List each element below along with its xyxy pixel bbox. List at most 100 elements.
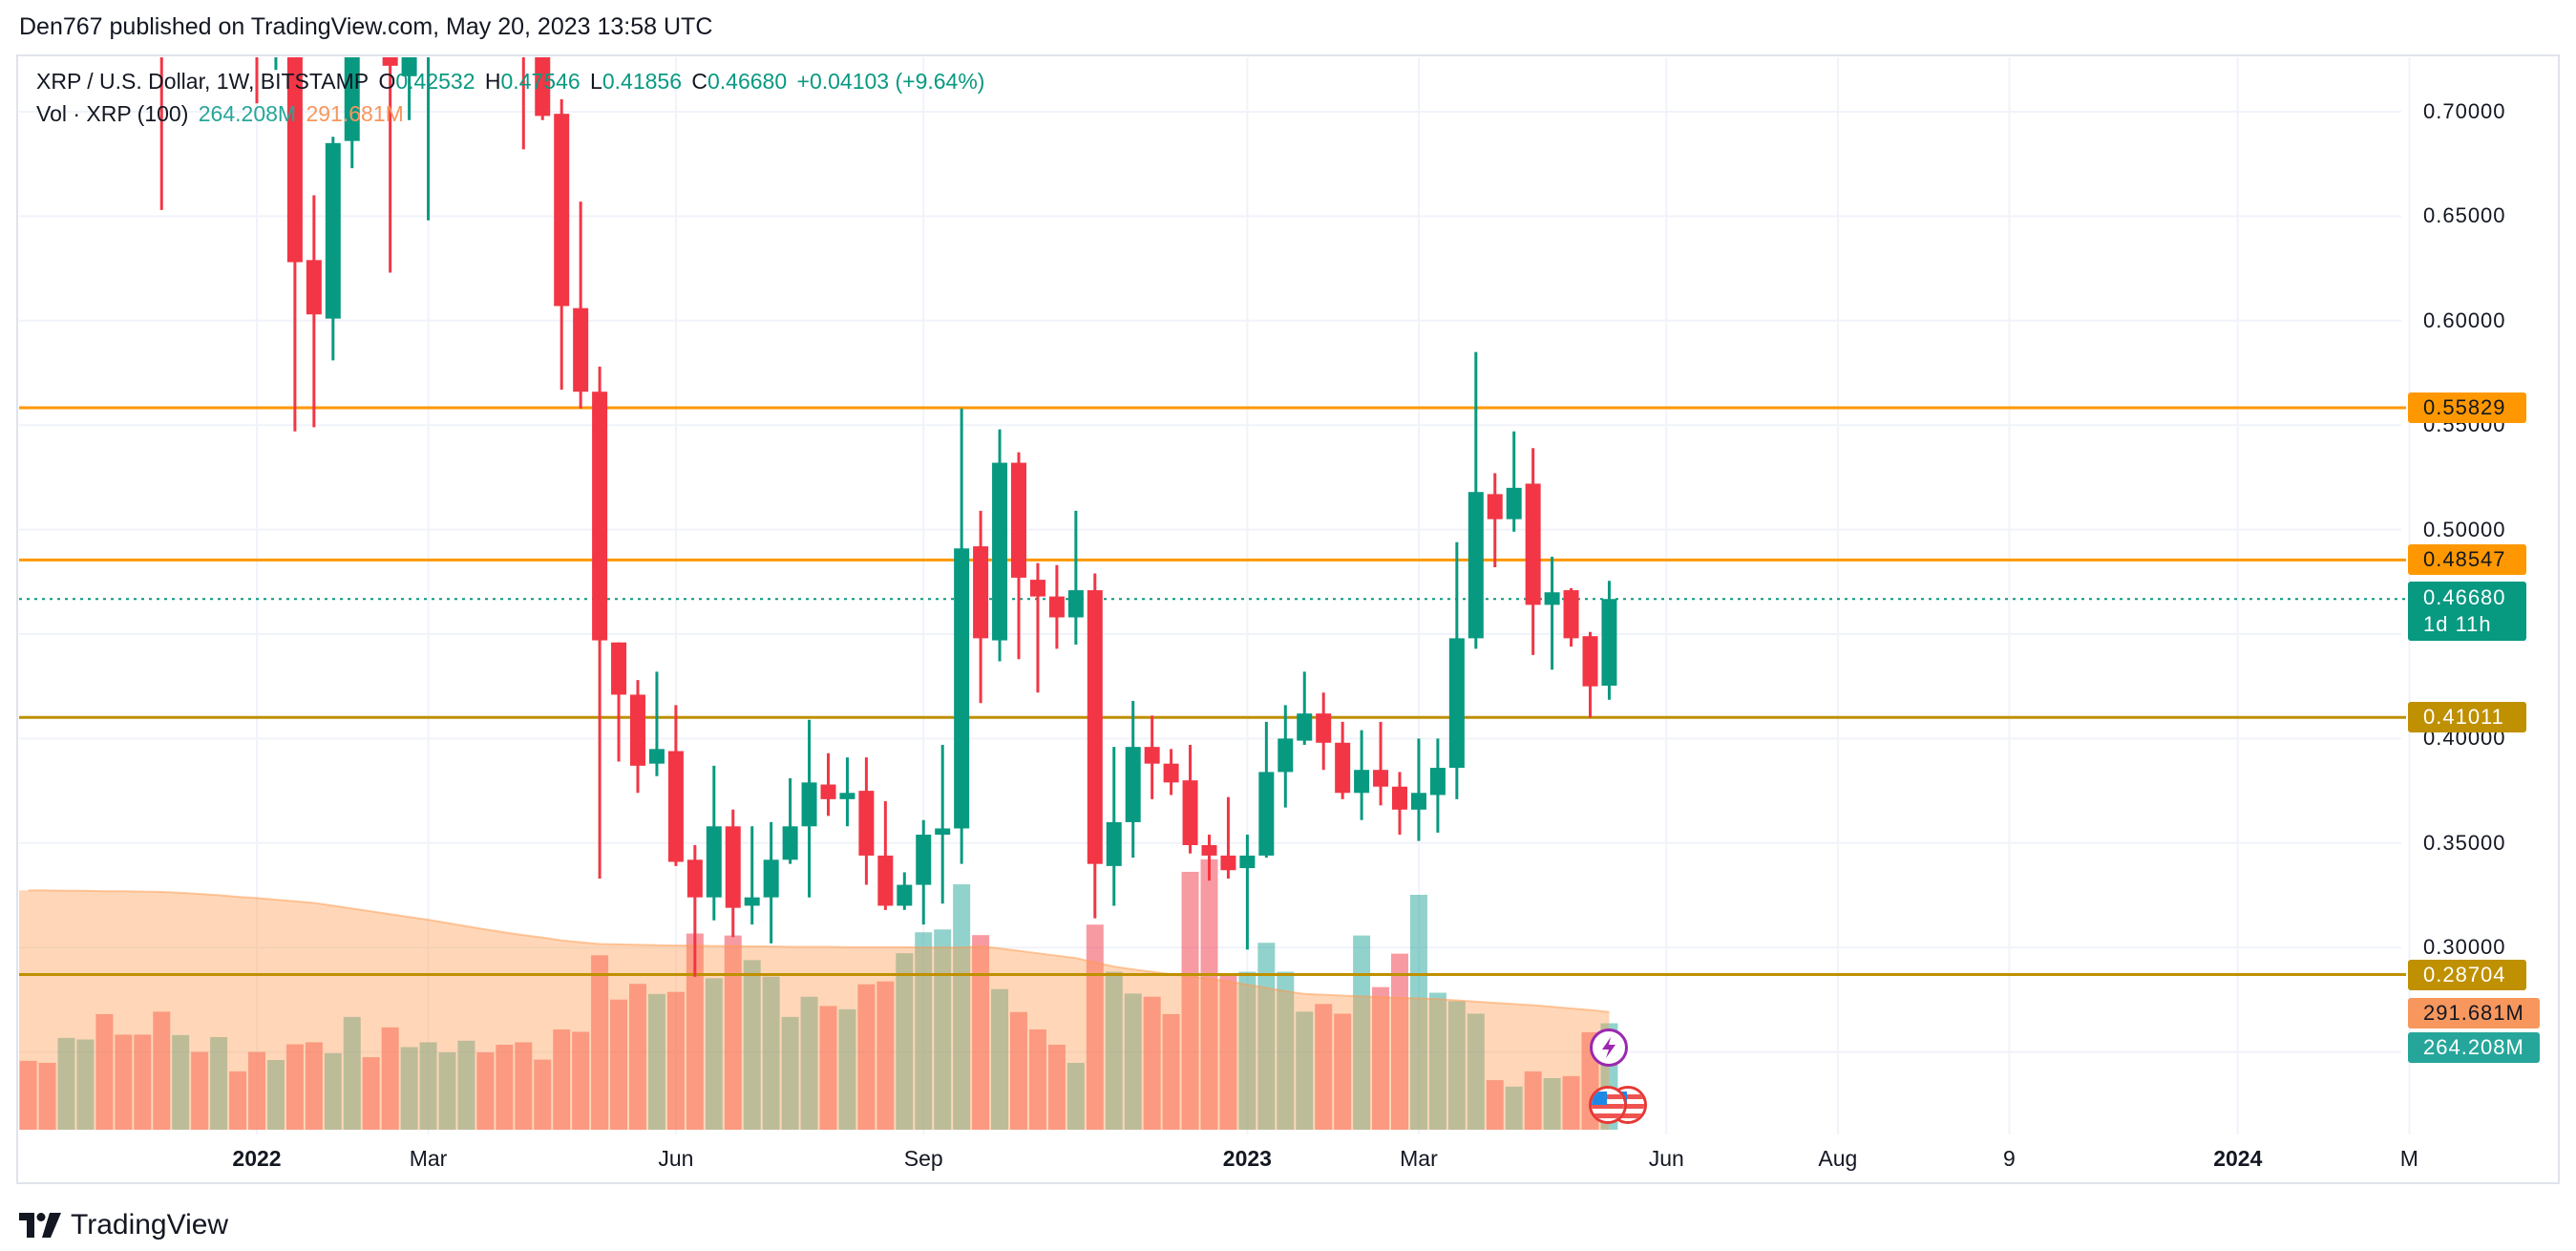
- volume-bar: [934, 929, 952, 1130]
- candle: [1392, 772, 1407, 836]
- volume-bar: [838, 1008, 856, 1130]
- candle-body: [1297, 713, 1313, 741]
- candle: [801, 719, 817, 898]
- candle-body: [325, 142, 341, 319]
- volume-bar: [1334, 1013, 1352, 1130]
- volume-bar: [266, 1060, 285, 1130]
- volume-bar: [476, 1051, 495, 1130]
- volume-bar: [972, 935, 990, 1130]
- volume-bar: [305, 1042, 323, 1130]
- volume-ma-area: [19, 889, 1610, 1130]
- candle: [1297, 671, 1313, 745]
- candle: [1373, 721, 1389, 806]
- candle: [1335, 721, 1351, 799]
- volume-bar: [534, 1059, 552, 1130]
- volume-bar: [1162, 1013, 1180, 1130]
- candle-body: [686, 859, 703, 898]
- candle-body: [401, 57, 417, 76]
- low-value: 0.41856: [602, 69, 682, 94]
- volume-bar: [1047, 1044, 1066, 1130]
- volume-bar: [1372, 986, 1390, 1130]
- candle: [1125, 701, 1141, 859]
- candle: [1239, 835, 1256, 950]
- candle-body: [667, 751, 684, 862]
- candle: [1163, 749, 1179, 795]
- close-label: C: [691, 69, 707, 94]
- volume-bar: [1105, 971, 1123, 1130]
- time-tick-label: M: [2399, 1146, 2418, 1171]
- candle-body: [1258, 772, 1275, 856]
- volume-bar: [285, 1044, 304, 1130]
- candle: [611, 642, 627, 762]
- volume-bar: [572, 1031, 590, 1130]
- candle-body: [1467, 492, 1484, 639]
- volume-bar: [762, 976, 780, 1130]
- candle: [1410, 738, 1426, 841]
- tradingview-logo[interactable]: TradingView: [19, 1209, 228, 1241]
- volume-bar: [362, 1057, 380, 1130]
- candle: [325, 137, 341, 361]
- candle: [648, 671, 665, 776]
- candle-body: [1182, 780, 1198, 845]
- volume-bar: [647, 993, 665, 1130]
- volume-bar: [953, 884, 971, 1130]
- candle-body: [1144, 747, 1160, 764]
- symbol-title[interactable]: XRP / U.S. Dollar, 1W, BITSTAMP: [36, 69, 370, 94]
- lightning-icon[interactable]: [1590, 1028, 1628, 1067]
- candle-body: [1544, 592, 1560, 605]
- candle-body: [973, 546, 989, 639]
- candle-body: [1582, 636, 1598, 687]
- candle: [1487, 473, 1503, 567]
- candle: [1067, 510, 1084, 645]
- price-tick-label: 0.35000: [2423, 830, 2506, 855]
- candle: [1277, 705, 1294, 808]
- volume-bar: [1524, 1071, 1542, 1130]
- volume-bar: [324, 1052, 342, 1130]
- bar-countdown: 1d 11h: [2423, 612, 2492, 637]
- volume-bar: [1143, 996, 1161, 1130]
- candle: [744, 826, 760, 925]
- grid: [19, 57, 2411, 1134]
- volume-bar: [1066, 1062, 1085, 1130]
- candle-body: [1048, 596, 1065, 618]
- time-tick-label: Sep: [903, 1146, 943, 1171]
- candle: [992, 429, 1008, 662]
- volume-ma-area-shape: [19, 890, 1610, 1130]
- time-tick-label: Jun: [1648, 1146, 1684, 1171]
- legend-volume: Vol · XRP (100) 264.208M 291.681M: [36, 101, 408, 127]
- change-value: +0.04103 (+9.64%): [796, 69, 985, 94]
- volume-bar: [743, 960, 761, 1130]
- candle: [897, 872, 913, 910]
- open-label: O: [378, 69, 396, 94]
- volume-bar: [800, 996, 818, 1130]
- legend-ohlc: XRP / U.S. Dollar, 1W, BITSTAMP O0.42532…: [36, 69, 988, 95]
- candle: [973, 510, 989, 704]
- candle: [667, 705, 684, 866]
- candle: [573, 201, 589, 409]
- volume-bar: [153, 1011, 171, 1130]
- volume-bar: [781, 1016, 799, 1130]
- candle: [1011, 452, 1026, 660]
- candle: [1582, 631, 1598, 718]
- candle: [159, 57, 163, 210]
- volume-bar: [419, 1042, 437, 1130]
- candle-body: [1277, 738, 1294, 773]
- candle-body: [421, 0, 436, 49]
- candle-body: [839, 793, 855, 799]
- volume-bar: [553, 1028, 571, 1130]
- candle: [839, 757, 855, 827]
- candle-body: [1163, 763, 1179, 783]
- candle: [782, 777, 798, 864]
- volume-indicator-title[interactable]: Vol · XRP (100): [36, 101, 189, 126]
- candle-body: [1125, 747, 1141, 822]
- us-flag-icon[interactable]: [1589, 1086, 1627, 1124]
- candle-body: [954, 548, 970, 829]
- candle-body: [535, 57, 551, 117]
- volume-bar: [1010, 1011, 1027, 1130]
- volume-bar: [1543, 1077, 1561, 1130]
- volume-ma-value: 291.681M: [306, 101, 404, 126]
- volume-bar: [724, 935, 742, 1130]
- candle-body: [573, 307, 589, 392]
- volume-bar: [457, 1040, 475, 1130]
